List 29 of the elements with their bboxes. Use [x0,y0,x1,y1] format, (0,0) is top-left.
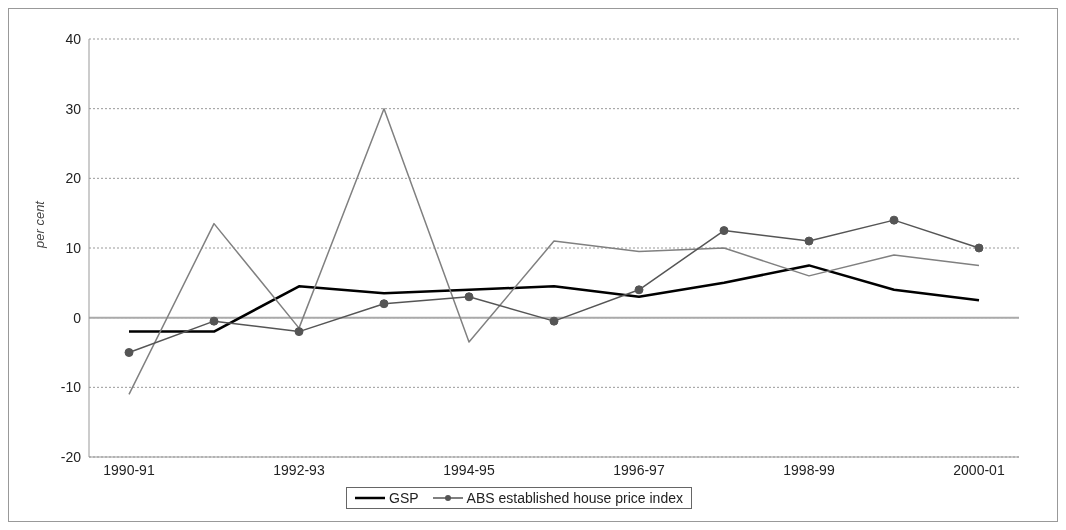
legend-label: ABS established house price index [465,490,683,506]
point [804,236,814,246]
point [974,243,984,253]
point [719,226,729,236]
line-series [128,107,980,396]
line-series [127,264,981,333]
x-tick-label: 2000-01 [953,461,1005,478]
x-tick-label: 1998-99 [783,461,835,478]
x-tick-label: 1990-91 [103,461,155,478]
point [379,299,389,309]
y-axis-title: per cent [31,199,47,249]
x-tick-label: 1996-97 [613,461,665,478]
y-tick-label: 40 [65,30,82,47]
point [634,285,644,295]
point [124,348,134,357]
y-tick-label: 20 [65,170,82,187]
y-tick-label: 30 [65,100,82,117]
point [549,316,559,326]
point [294,327,304,337]
y-tick-label: -10 [60,379,82,396]
point [209,316,219,326]
legend-label: GSP [388,490,419,506]
point [889,215,899,225]
y-tick-label: 10 [65,239,82,256]
x-tick-label: 1992-93 [273,461,325,478]
x-tick-label: 1994-95 [443,461,495,478]
y-tick-label: -20 [60,448,82,465]
y-tick-label: 0 [73,309,82,326]
point [464,292,474,302]
